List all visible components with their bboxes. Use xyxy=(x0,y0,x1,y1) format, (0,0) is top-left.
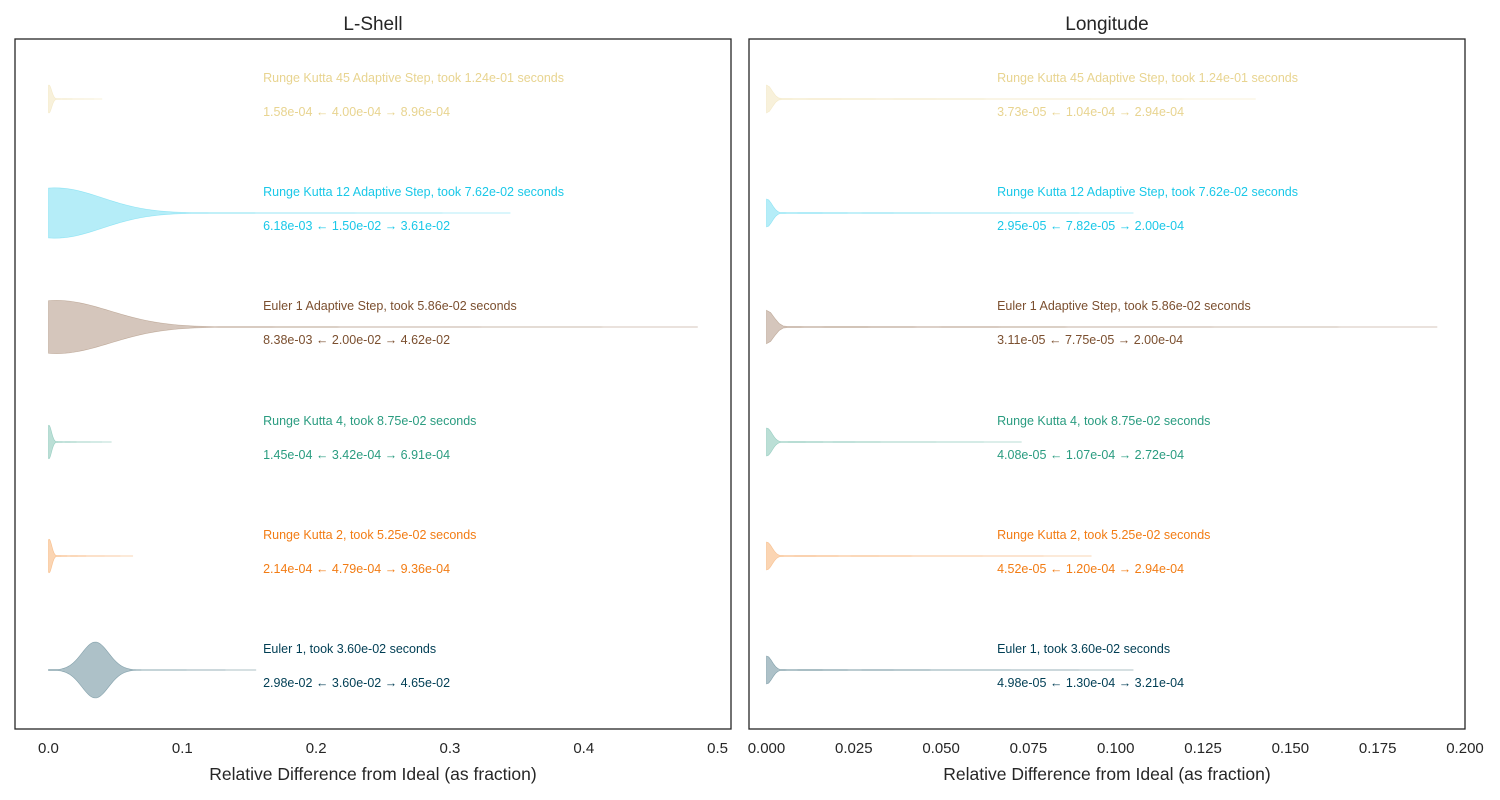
x-tick-label: 0.000 xyxy=(748,740,786,757)
x-axis-label: Relative Difference from Ideal (as fract… xyxy=(209,764,536,784)
series-label-4: Runge Kutta 2, took 5.25e-02 seconds xyxy=(263,528,476,542)
x-tick-label: 0.100 xyxy=(1097,740,1135,757)
series-label-3: Runge Kutta 4, took 8.75e-02 seconds xyxy=(997,414,1210,428)
violin-0 xyxy=(766,84,1256,114)
series-label-2: Euler 1 Adaptive Step, took 5.86e-02 sec… xyxy=(263,299,517,313)
violin-4 xyxy=(48,538,134,574)
x-tick-label: 0.0 xyxy=(38,740,59,757)
panel-longitude: Runge Kutta 45 Adaptive Step, took 1.24e… xyxy=(748,14,1484,784)
series-label-5: Euler 1, took 3.60e-02 seconds xyxy=(263,642,436,656)
x-tick-label: 0.175 xyxy=(1359,740,1397,757)
series-label-3: Runge Kutta 4, took 8.75e-02 seconds xyxy=(263,414,476,428)
series-stats-0: 1.58e-04 ← 4.00e-04 → 8.96e-04 xyxy=(263,105,450,119)
x-axis-label: Relative Difference from Ideal (as fract… xyxy=(943,764,1270,784)
x-tick-label: 0.200 xyxy=(1446,740,1484,757)
series-stats-3: 1.45e-04 ← 3.42e-04 → 6.91e-04 xyxy=(263,448,450,462)
x-tick-label: 0.4 xyxy=(573,740,594,757)
series-stats-1: 2.95e-05 ← 7.82e-05 → 2.00e-04 xyxy=(997,219,1184,233)
x-tick-label: 0.5 xyxy=(707,740,728,757)
series-label-2: Euler 1 Adaptive Step, took 5.86e-02 sec… xyxy=(997,299,1251,313)
violin-5 xyxy=(48,641,257,699)
violin-1 xyxy=(48,187,511,239)
x-tick-label: 0.050 xyxy=(922,740,960,757)
x-tick-label: 0.125 xyxy=(1184,740,1222,757)
series-stats-2: 3.11e-05 ← 7.75e-05 → 2.00e-04 xyxy=(997,333,1183,347)
x-tick-label: 0.3 xyxy=(440,740,461,757)
x-tick-label: 0.2 xyxy=(306,740,327,757)
violin-3 xyxy=(766,427,1022,457)
series-stats-3: 4.08e-05 ← 1.07e-04 → 2.72e-04 xyxy=(997,448,1184,462)
panel-lshell: Runge Kutta 45 Adaptive Step, took 1.24e… xyxy=(14,14,732,784)
violin-5 xyxy=(766,655,1134,685)
x-tick-label: 0.1 xyxy=(172,740,193,757)
axes-frame xyxy=(748,38,1466,730)
violin-2 xyxy=(766,309,1438,345)
series-stats-5: 4.98e-05 ← 1.30e-04 → 3.21e-04 xyxy=(997,676,1184,690)
series-stats-1: 6.18e-03 ← 1.50e-02 → 3.61e-02 xyxy=(263,219,450,233)
violin-3 xyxy=(48,424,112,460)
violin-0 xyxy=(48,84,103,114)
violin-2 xyxy=(48,300,698,354)
series-label-1: Runge Kutta 12 Adaptive Step, took 7.62e… xyxy=(263,185,564,199)
x-tick-label: 0.150 xyxy=(1272,740,1310,757)
series-label-1: Runge Kutta 12 Adaptive Step, took 7.62e… xyxy=(997,185,1298,199)
series-stats-4: 2.14e-04 ← 4.79e-04 → 9.36e-04 xyxy=(263,562,450,576)
series-label-5: Euler 1, took 3.60e-02 seconds xyxy=(997,642,1170,656)
violin-4 xyxy=(766,541,1092,571)
axes-frame xyxy=(14,38,732,730)
x-tick-label: 0.075 xyxy=(1010,740,1048,757)
series-stats-5: 2.98e-02 ← 3.60e-02 → 4.65e-02 xyxy=(263,676,450,690)
panel-title: L-Shell xyxy=(343,14,402,35)
series-stats-4: 4.52e-05 ← 1.20e-04 → 2.94e-04 xyxy=(997,562,1184,576)
panel-title: Longitude xyxy=(1065,14,1148,35)
series-label-0: Runge Kutta 45 Adaptive Step, took 1.24e… xyxy=(997,71,1298,85)
series-label-0: Runge Kutta 45 Adaptive Step, took 1.24e… xyxy=(263,71,564,85)
violin-1 xyxy=(766,198,1134,228)
series-label-4: Runge Kutta 2, took 5.25e-02 seconds xyxy=(997,528,1210,542)
series-stats-2: 8.38e-03 ← 2.00e-02 → 4.62e-02 xyxy=(263,333,450,347)
series-stats-0: 3.73e-05 ← 1.04e-04 → 2.94e-04 xyxy=(997,105,1184,119)
x-tick-label: 0.025 xyxy=(835,740,873,757)
